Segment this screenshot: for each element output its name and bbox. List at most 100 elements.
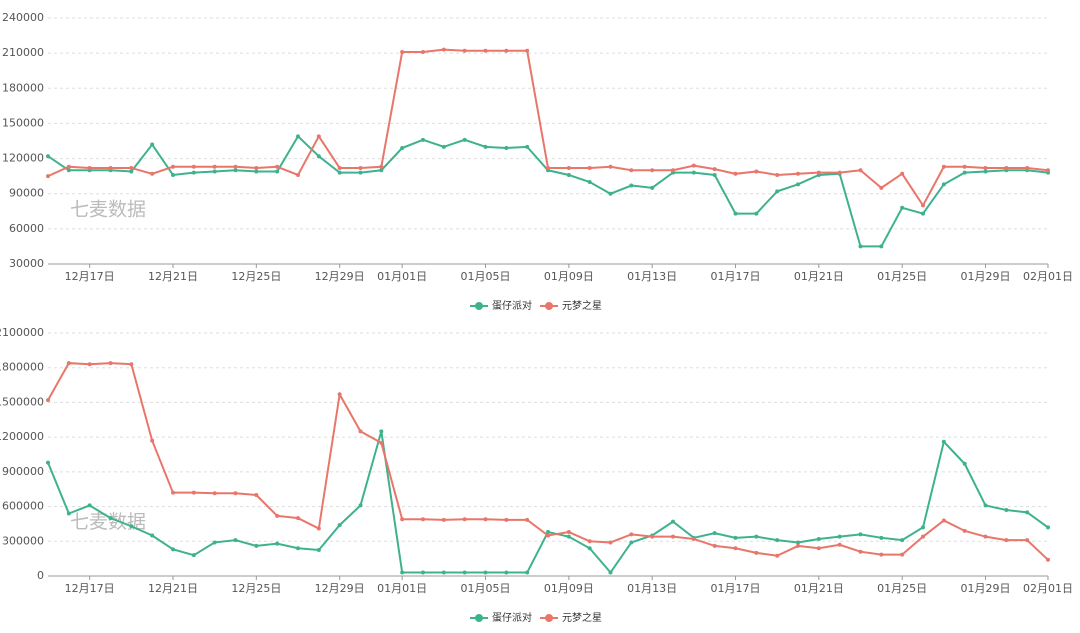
data-point — [233, 168, 238, 173]
data-point — [1046, 168, 1050, 173]
data-point — [400, 570, 405, 575]
data-point — [337, 170, 342, 175]
y-tick-label: 0 — [37, 569, 44, 582]
y-tick-label: 150000 — [2, 116, 44, 129]
x-tick-label: 01月17日 — [711, 270, 761, 283]
data-point — [129, 169, 134, 174]
data-point — [254, 165, 259, 170]
data-point — [462, 570, 467, 575]
data-point — [129, 362, 134, 367]
data-point — [879, 552, 884, 557]
data-point — [66, 164, 71, 169]
y-tick-label: 60000 — [9, 222, 44, 235]
data-point — [546, 530, 550, 535]
data-point — [962, 170, 967, 175]
legend-label: 元梦之星 — [562, 299, 602, 312]
data-point — [462, 137, 467, 142]
data-point — [358, 429, 363, 434]
data-point — [983, 503, 988, 508]
data-point — [796, 543, 800, 548]
data-point — [254, 493, 259, 497]
x-tick-label: 01月13日 — [627, 582, 677, 595]
legend-marker — [475, 302, 483, 310]
data-point — [191, 164, 196, 169]
data-point — [1025, 165, 1030, 170]
data-point — [441, 144, 446, 149]
data-point — [191, 553, 196, 558]
data-point — [379, 440, 384, 445]
data-point — [941, 439, 946, 444]
data-point — [962, 164, 967, 169]
legend-label: 蛋仔派对 — [492, 299, 532, 312]
x-tick-label: 01月05日 — [461, 582, 511, 595]
series-line — [47, 48, 1049, 208]
data-point — [316, 134, 321, 139]
x-tick-label: 01月09日 — [544, 270, 594, 283]
data-point — [566, 530, 571, 535]
x-tick-label: 01月21日 — [794, 582, 844, 595]
data-point — [87, 165, 92, 170]
data-point — [816, 170, 821, 175]
data-point — [525, 517, 530, 522]
data-point — [671, 534, 675, 539]
data-point — [525, 570, 530, 575]
data-point — [775, 553, 780, 558]
data-point — [171, 172, 175, 177]
data-point — [962, 461, 967, 466]
data-point — [66, 168, 71, 173]
data-point — [921, 211, 925, 216]
y-tick-label: 300000 — [2, 534, 44, 547]
data-point — [441, 517, 446, 522]
data-point — [233, 538, 238, 543]
data-point — [46, 154, 50, 159]
legend-marker — [475, 614, 483, 622]
x-tick-label: 01月13日 — [627, 270, 677, 283]
data-point — [483, 48, 488, 53]
data-point — [941, 164, 946, 169]
data-point — [671, 519, 675, 524]
x-tick-label: 12月29日 — [315, 270, 365, 283]
data-point — [441, 570, 446, 575]
data-point — [629, 183, 634, 188]
data-point — [191, 490, 196, 495]
data-point — [1025, 538, 1030, 543]
data-point — [1004, 508, 1009, 513]
data-point — [650, 185, 655, 190]
y-tick-label: 2100000 — [0, 326, 44, 339]
data-point — [837, 542, 842, 547]
data-point — [733, 546, 738, 551]
x-tick-label: 01月01日 — [377, 270, 427, 283]
data-point — [629, 532, 634, 537]
data-point — [400, 49, 405, 54]
x-tick-label: 01月05日 — [461, 270, 511, 283]
data-point — [275, 513, 280, 518]
data-point — [171, 164, 175, 169]
data-point — [150, 142, 155, 147]
data-point — [233, 491, 238, 496]
data-point — [796, 182, 800, 187]
x-tick-label: 01月29日 — [961, 270, 1011, 283]
data-point — [858, 168, 863, 173]
data-point — [379, 164, 384, 169]
data-point — [400, 517, 405, 522]
data-point — [379, 429, 384, 434]
data-point — [108, 165, 113, 170]
data-point — [254, 169, 259, 174]
data-point — [921, 534, 925, 539]
data-point — [87, 362, 92, 367]
data-point — [462, 517, 467, 522]
data-point — [983, 534, 988, 539]
data-point — [296, 134, 300, 139]
x-tick-label: 12月21日 — [148, 270, 198, 283]
data-point — [775, 538, 780, 543]
data-point — [150, 171, 155, 176]
y-tick-label: 210000 — [2, 46, 44, 59]
data-point — [275, 169, 280, 174]
data-point — [608, 191, 613, 196]
data-point — [712, 543, 717, 548]
data-point — [837, 534, 842, 539]
data-point — [212, 491, 217, 496]
data-point — [650, 168, 655, 173]
data-point — [796, 171, 800, 176]
data-point — [525, 48, 530, 53]
